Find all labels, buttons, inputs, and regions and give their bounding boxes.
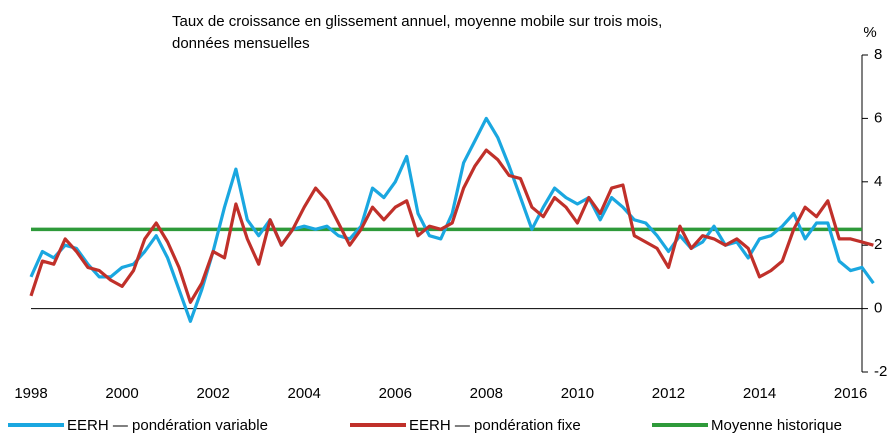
legend-label: Moyenne historique xyxy=(711,417,842,434)
x-tick-label: 2004 xyxy=(288,385,321,402)
subtitle: données mensuelles xyxy=(172,35,310,52)
x-tick-label: 2000 xyxy=(105,385,138,402)
subtitle: Taux de croissance en glissement annuel,… xyxy=(172,13,662,30)
y-tick-label: 8 xyxy=(874,46,882,63)
x-tick-label: 2008 xyxy=(470,385,503,402)
y-tick-label: 6 xyxy=(874,109,882,126)
x-tick-label: 2010 xyxy=(561,385,594,402)
x-tick-label: 2002 xyxy=(196,385,229,402)
y-unit: % xyxy=(863,24,876,41)
y-tick-label: 2 xyxy=(874,236,882,253)
series-line xyxy=(29,148,874,304)
x-tick-label: 2014 xyxy=(743,385,776,402)
x-tick-label: 2006 xyxy=(379,385,412,402)
x-tick-label: 1998 xyxy=(14,385,47,402)
y-tick-label: -2 xyxy=(874,363,887,380)
series-line xyxy=(29,116,875,323)
y-tick-label: 0 xyxy=(874,300,882,317)
legend-label: EERH — pondération fixe xyxy=(409,417,581,434)
x-tick-label: 2012 xyxy=(652,385,685,402)
x-tick-label: 2016 xyxy=(834,385,867,402)
legend-label: EERH — pondération variable xyxy=(67,417,268,434)
y-tick-label: 4 xyxy=(874,173,882,190)
